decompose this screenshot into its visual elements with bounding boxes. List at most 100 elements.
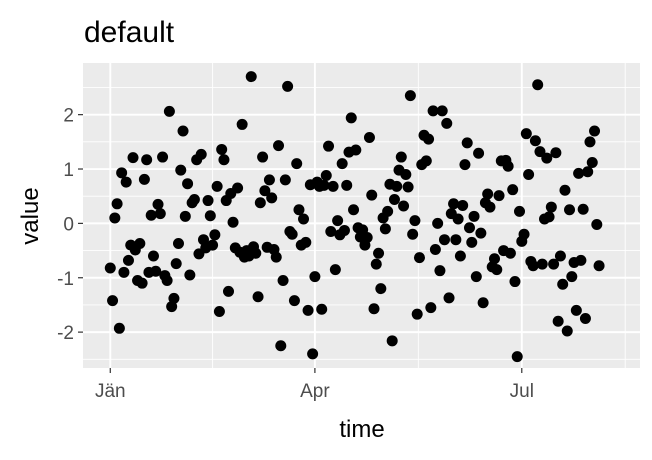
data-point	[368, 303, 380, 315]
x-axis-title: time	[339, 416, 384, 443]
data-point	[184, 269, 196, 281]
data-point	[557, 278, 569, 290]
data-point	[491, 264, 503, 276]
data-point	[307, 348, 319, 360]
data-point	[407, 228, 419, 240]
data-point	[327, 180, 339, 192]
data-point	[273, 140, 285, 152]
y-tick-label: 2	[63, 106, 74, 127]
data-point	[348, 204, 360, 216]
data-point	[350, 144, 362, 156]
data-point	[145, 209, 157, 221]
data-point	[511, 351, 523, 363]
data-point	[195, 148, 207, 160]
data-point	[150, 265, 162, 277]
data-point	[536, 258, 548, 270]
data-point	[122, 254, 134, 266]
data-point	[473, 147, 485, 159]
data-point	[468, 210, 480, 222]
data-point	[250, 247, 262, 259]
data-point	[484, 201, 496, 213]
data-point	[309, 271, 321, 283]
data-point	[329, 264, 341, 276]
y-tick-label: -1	[57, 269, 74, 290]
data-point	[543, 211, 555, 223]
data-point	[152, 198, 164, 210]
data-point	[554, 250, 566, 262]
data-point	[523, 168, 535, 180]
data-point	[436, 105, 448, 117]
axis-ticks	[78, 114, 523, 373]
data-point	[209, 229, 221, 241]
data-point	[138, 173, 150, 185]
data-point	[579, 313, 591, 325]
data-point	[163, 105, 175, 117]
data-point	[320, 170, 332, 182]
data-point	[373, 247, 385, 259]
data-point	[566, 271, 578, 283]
data-point	[493, 190, 505, 202]
data-point	[325, 226, 337, 238]
data-point	[136, 277, 148, 289]
data-point	[420, 155, 432, 167]
data-point	[529, 135, 541, 147]
data-points	[104, 71, 605, 363]
chart-title: default	[84, 16, 175, 49]
data-point	[589, 125, 601, 137]
data-point	[168, 292, 180, 304]
data-point	[141, 154, 153, 166]
data-point	[111, 198, 123, 210]
data-point	[113, 322, 125, 334]
data-point	[502, 160, 514, 172]
data-point	[564, 204, 576, 216]
data-point	[527, 260, 539, 272]
data-point	[363, 131, 375, 143]
data-point	[288, 295, 300, 307]
data-point	[257, 151, 269, 163]
data-point	[216, 143, 228, 155]
data-point	[252, 291, 264, 303]
data-point	[534, 146, 546, 158]
data-point	[375, 283, 387, 295]
data-point	[341, 179, 353, 191]
data-point	[127, 152, 139, 164]
data-point	[279, 174, 291, 186]
y-tick-labels: -2 -1 0 1 2	[57, 106, 74, 344]
data-point	[488, 253, 500, 265]
data-point	[147, 250, 159, 262]
data-point	[318, 179, 330, 191]
data-point	[177, 125, 189, 137]
data-point	[202, 195, 214, 207]
y-tick-label: 1	[63, 160, 74, 181]
data-point	[259, 185, 271, 197]
x-tick-label: Apr	[300, 381, 330, 402]
data-point	[204, 210, 216, 222]
data-point	[345, 112, 357, 124]
data-point	[443, 292, 455, 304]
data-point	[382, 205, 394, 217]
data-point	[286, 228, 298, 240]
data-point	[379, 223, 391, 235]
data-point	[302, 304, 314, 316]
data-point	[116, 167, 128, 179]
data-point	[107, 295, 119, 307]
data-point	[118, 266, 130, 278]
data-point	[470, 271, 482, 283]
data-point	[463, 222, 475, 234]
data-point	[461, 137, 473, 149]
data-point	[291, 158, 303, 170]
data-point	[409, 215, 421, 227]
data-point	[245, 71, 257, 83]
data-point	[586, 156, 598, 168]
data-point	[270, 251, 282, 263]
data-point	[395, 151, 407, 163]
data-point	[432, 217, 444, 229]
data-point	[332, 215, 344, 227]
y-tick-label: -2	[57, 323, 74, 344]
data-point	[400, 168, 412, 180]
data-point	[398, 200, 410, 212]
data-point	[441, 117, 453, 129]
data-point	[293, 204, 305, 216]
x-tick-labels: Jän Apr Jul	[95, 381, 534, 402]
